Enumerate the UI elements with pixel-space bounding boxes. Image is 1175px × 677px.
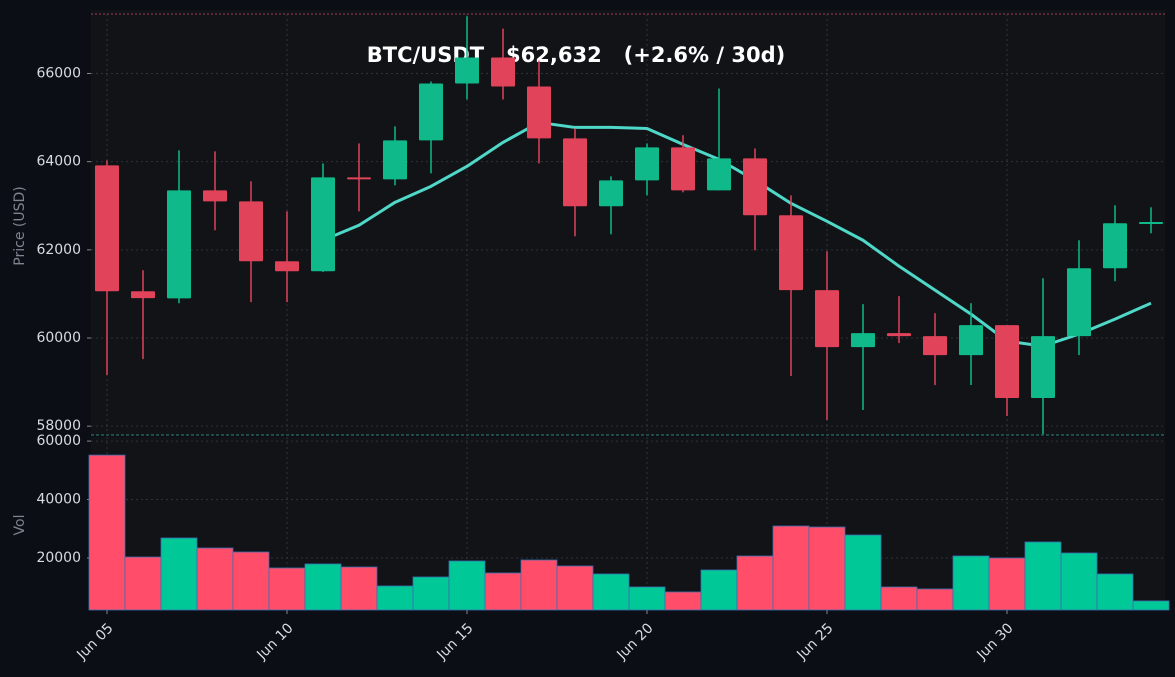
candle-body [203, 190, 227, 202]
volume-axis-label: Vol [12, 515, 28, 536]
volume-bar [520, 559, 558, 611]
volume-bar [952, 555, 990, 611]
volume-bar [196, 547, 234, 611]
candle-body [419, 83, 443, 141]
candle-body [527, 86, 551, 139]
volume-bar [160, 537, 198, 611]
candle-body [1103, 223, 1127, 269]
candle-body [455, 57, 479, 84]
candle-body [239, 201, 263, 262]
candle-body [815, 290, 839, 348]
candle-body [887, 333, 911, 337]
volume-bar [124, 556, 162, 611]
candle-body [779, 215, 803, 291]
y-tick-label: 58000 [36, 418, 81, 434]
volume-bar [808, 526, 846, 611]
y-tick-label: 60000 [36, 330, 81, 346]
chart-title: BTC/USDT $62,632 (+2.6% / 30d) [367, 43, 785, 67]
volume-bar [1024, 541, 1062, 611]
volume-bar [1132, 600, 1170, 611]
candle-body [959, 325, 983, 356]
candle-body [707, 158, 731, 191]
y-tick-label: 20000 [36, 550, 81, 566]
candle-body [95, 165, 119, 292]
volume-bar [988, 557, 1026, 611]
y-tick-label: 64000 [36, 154, 81, 170]
volume-bar [916, 588, 954, 611]
y-tick-label: 40000 [36, 492, 81, 508]
volume-bar [736, 555, 774, 611]
candle-body [743, 158, 767, 216]
volume-bar [664, 591, 702, 611]
volume-bar [700, 569, 738, 611]
y-tick-label: 66000 [36, 66, 81, 82]
volume-bar [88, 454, 126, 611]
candle-body [599, 180, 623, 207]
candle-body [275, 261, 299, 272]
volume-bar [412, 576, 450, 611]
candle-body [491, 57, 515, 87]
volume-bar [1060, 552, 1098, 611]
volume-bar [484, 572, 522, 611]
candle-body [1139, 221, 1163, 224]
volume-bar [592, 573, 630, 611]
volume-bar [304, 563, 342, 611]
y-axis-label: Price (USD) [12, 186, 28, 265]
candle-body [131, 291, 155, 299]
volume-bar [880, 586, 918, 611]
y-tick-label: 62000 [36, 242, 81, 258]
volume-bar [844, 534, 882, 611]
volume-bar [1096, 573, 1134, 611]
volume-bar [556, 565, 594, 611]
candle-body [671, 147, 695, 191]
volume-bar [232, 551, 270, 611]
candle-body [1031, 336, 1055, 399]
volume-bar [268, 567, 306, 611]
y-tick-label: 60000 [36, 433, 81, 449]
candle-body [311, 177, 335, 272]
candle-body [347, 177, 371, 180]
volume-bar [340, 566, 378, 611]
candle-body [923, 336, 947, 356]
candle-body [851, 333, 875, 348]
volume-bar [448, 560, 486, 611]
price-panel [91, 10, 1165, 435]
volume-bar [772, 525, 810, 611]
candle-body [563, 138, 587, 207]
candle-body [167, 190, 191, 299]
volume-bar [376, 585, 414, 611]
candle-body [383, 140, 407, 180]
volume-bar [628, 586, 666, 611]
candle-body [995, 325, 1019, 399]
candle-body [1067, 268, 1091, 337]
candle-body [635, 147, 659, 181]
